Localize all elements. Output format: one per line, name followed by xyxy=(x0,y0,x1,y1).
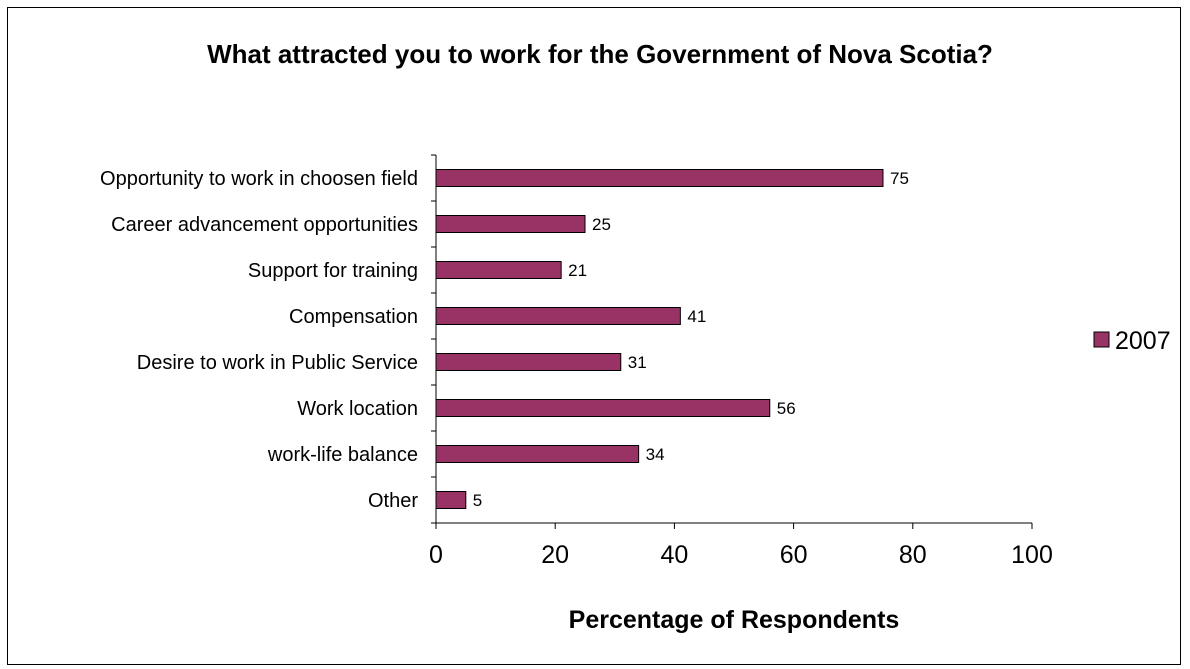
chart-legend: 2007 xyxy=(1093,327,1171,355)
data-label: 25 xyxy=(592,215,611,234)
x-tick-label: 40 xyxy=(660,541,688,569)
chart-frame xyxy=(7,7,1181,665)
legend-swatch xyxy=(1093,331,1110,348)
x-tick-label: 100 xyxy=(1011,541,1053,569)
x-tick-label: 60 xyxy=(780,541,808,569)
x-tick-label: 80 xyxy=(899,541,927,569)
bar xyxy=(435,399,771,417)
data-label: 34 xyxy=(646,445,665,464)
category-label: Career advancement opportunities xyxy=(111,214,418,236)
data-label: 21 xyxy=(568,261,587,280)
category-label: Opportunity to work in choosen field xyxy=(100,168,418,190)
x-tick-label: 20 xyxy=(541,541,569,569)
chart-title: What attracted you to work for the Gover… xyxy=(207,39,993,69)
chart-labels: 0 20 40 60 80 100 Percentage of Respondents Opp… xyxy=(100,168,1053,634)
category-label: Desire to work in Public Service xyxy=(137,352,418,374)
chart-axes xyxy=(431,154,1033,529)
data-label: 31 xyxy=(628,353,647,372)
bar xyxy=(435,353,622,371)
bar xyxy=(435,307,681,325)
data-label: 41 xyxy=(687,307,706,326)
x-tick-label: 0 xyxy=(429,541,443,569)
category-label: Support for training xyxy=(248,260,418,282)
bar xyxy=(435,445,640,463)
data-label: 56 xyxy=(777,399,796,418)
bar xyxy=(435,261,562,279)
data-label: 75 xyxy=(890,169,909,188)
category-label: Other xyxy=(368,490,418,512)
x-axis-title: Percentage of Respondents xyxy=(569,606,900,634)
chart-bars xyxy=(435,169,884,509)
bar xyxy=(435,169,884,187)
data-label: 5 xyxy=(473,491,482,510)
category-label: work-life balance xyxy=(267,444,418,466)
category-label: Compensation xyxy=(289,306,418,328)
category-label: Work location xyxy=(297,398,418,420)
bar xyxy=(435,491,467,509)
legend-label: 2007 xyxy=(1115,327,1171,355)
bar xyxy=(435,215,586,233)
